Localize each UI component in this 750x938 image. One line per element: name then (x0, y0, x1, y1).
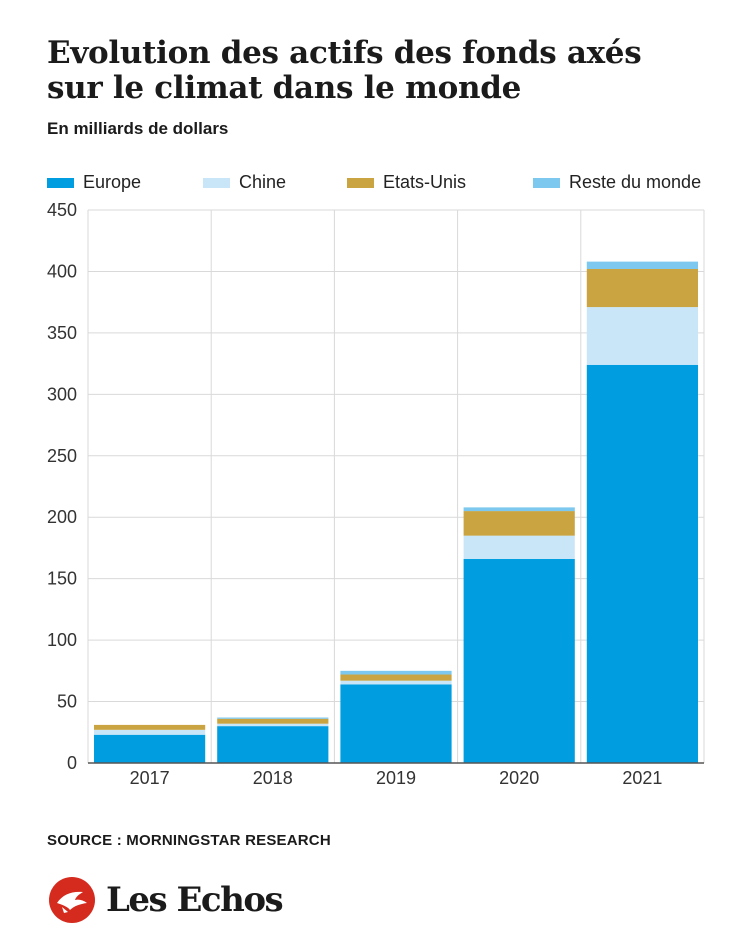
bar-2020-europe (463, 559, 575, 763)
bar-2019-etats-unis (340, 674, 452, 681)
y-tick-label-300: 300 (47, 384, 77, 404)
source-note: SOURCE : MORNINGSTAR RESEARCH (47, 832, 331, 849)
y-tick-label-50: 50 (57, 692, 77, 712)
bar-2020-chine (463, 535, 575, 560)
legend-item-reste-du-monde: Reste du monde (533, 172, 701, 193)
bar-2020-reste-du-monde (463, 507, 575, 512)
bar-2017-chine (94, 729, 206, 735)
x-tick-label-2017: 2017 (130, 768, 170, 788)
x-tick-label-2019: 2019 (376, 768, 416, 788)
y-tick-label-400: 400 (47, 261, 77, 281)
legend-label-etats-unis: Etats-Unis (383, 172, 467, 192)
legend-swatch-reste-du-monde (533, 177, 560, 188)
legend: Europe Chine Etats-Unis Reste du monde (47, 172, 707, 194)
y-tick-label-100: 100 (47, 630, 77, 650)
legend-item-europe: Europe (47, 172, 141, 193)
legend-item-chine: Chine (203, 172, 286, 193)
stacked-bar-chart: 0 50 100 150 200 250 300 350 400 450 2017 2018 2019 2… (47, 200, 705, 788)
bar-2017-etats-unis (94, 724, 206, 730)
y-tick-label-350: 350 (47, 323, 77, 343)
legend-swatch-etats-unis (347, 177, 374, 188)
y-tick-label-200: 200 (47, 507, 77, 527)
bar-2017-europe (94, 734, 206, 763)
legend-label-europe: Europe (83, 172, 142, 192)
legend-swatch-europe (47, 177, 74, 188)
bar-2018-reste-du-monde (217, 717, 329, 719)
bar-2021-reste-du-monde (586, 261, 698, 269)
x-tick-label-2020: 2020 (499, 768, 539, 788)
legend-label-reste-du-monde: Reste du monde (569, 172, 702, 192)
y-tick-label-0: 0 (67, 753, 77, 773)
chart-subtitle: En milliards de dollars (47, 119, 229, 138)
les-echos-emblem-icon (49, 877, 95, 923)
bar-2019-chine (340, 680, 452, 685)
bar-2019-europe (340, 684, 452, 763)
bar-2021-chine (586, 307, 698, 365)
bar-2021-europe (586, 364, 698, 763)
legend-label-chine: Chine (239, 172, 287, 192)
bar-2018-etats-unis (217, 718, 329, 724)
bar-2018-europe (217, 726, 329, 763)
y-tick-label-450: 450 (47, 200, 77, 220)
chart-title: Evolution des actifs des fonds axés sur … (47, 35, 642, 106)
les-echos-logo: Les Echos (48, 876, 284, 924)
x-tick-label-2021: 2021 (622, 768, 662, 788)
bar-2019-reste-du-monde (340, 670, 452, 675)
bar-2020-etats-unis (463, 511, 575, 536)
legend-swatch-chine (203, 177, 230, 188)
y-tick-label-150: 150 (47, 569, 77, 589)
legend-item-etats-unis: Etats-Unis (347, 172, 466, 193)
bar-2021-etats-unis (586, 268, 698, 308)
bar-2018-chine (217, 723, 329, 727)
brand-name: Les Echos (106, 880, 284, 920)
y-tick-label-250: 250 (47, 446, 77, 466)
x-tick-label-2018: 2018 (253, 768, 293, 788)
